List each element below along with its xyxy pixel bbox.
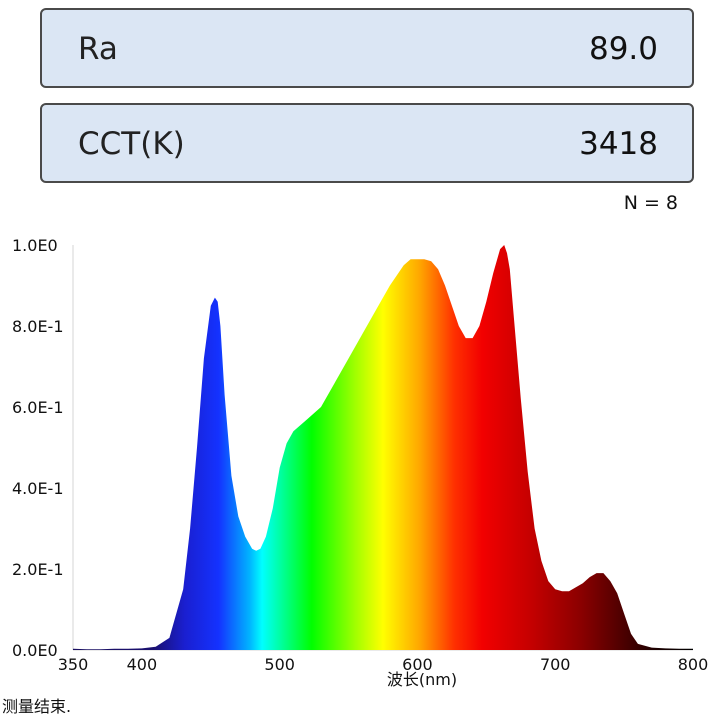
x-tick-label: 400 (127, 655, 158, 674)
x-tick-label: 600 (402, 655, 433, 674)
sample-count-label: N = 8 (623, 192, 678, 214)
y-tick-label: 2.0E-1 (12, 560, 64, 579)
x-axis-label: 波长(nm) (387, 670, 457, 689)
cct-label: CCT(K) (78, 126, 185, 162)
y-tick-label: 8.0E-1 (12, 317, 64, 336)
spectrum-chart: 0.0E0 2.0E-1 4.0E-1 6.0E-1 8.0E-1 1.0E0 350 40… (12, 236, 709, 689)
status-message: 测量结束. (2, 697, 72, 716)
ra-value: 89.0 (588, 31, 658, 67)
y-tick-label: 1.0E0 (12, 236, 58, 255)
spectrum-area (73, 245, 693, 650)
y-tick-label: 4.0E-1 (12, 479, 64, 498)
ra-label: Ra (78, 31, 118, 67)
x-tick-label: 500 (264, 655, 295, 674)
x-tick-label: 700 (540, 655, 571, 674)
cct-card: CCT(K) 3418 (40, 103, 694, 183)
y-tick-label: 0.0E0 (12, 641, 58, 660)
cct-value: 3418 (579, 126, 658, 162)
y-tick-label: 6.0E-1 (12, 398, 64, 417)
x-tick-label: 350 (58, 655, 89, 674)
x-tick-label: 800 (678, 655, 709, 674)
ra-card: Ra 89.0 (40, 8, 694, 88)
